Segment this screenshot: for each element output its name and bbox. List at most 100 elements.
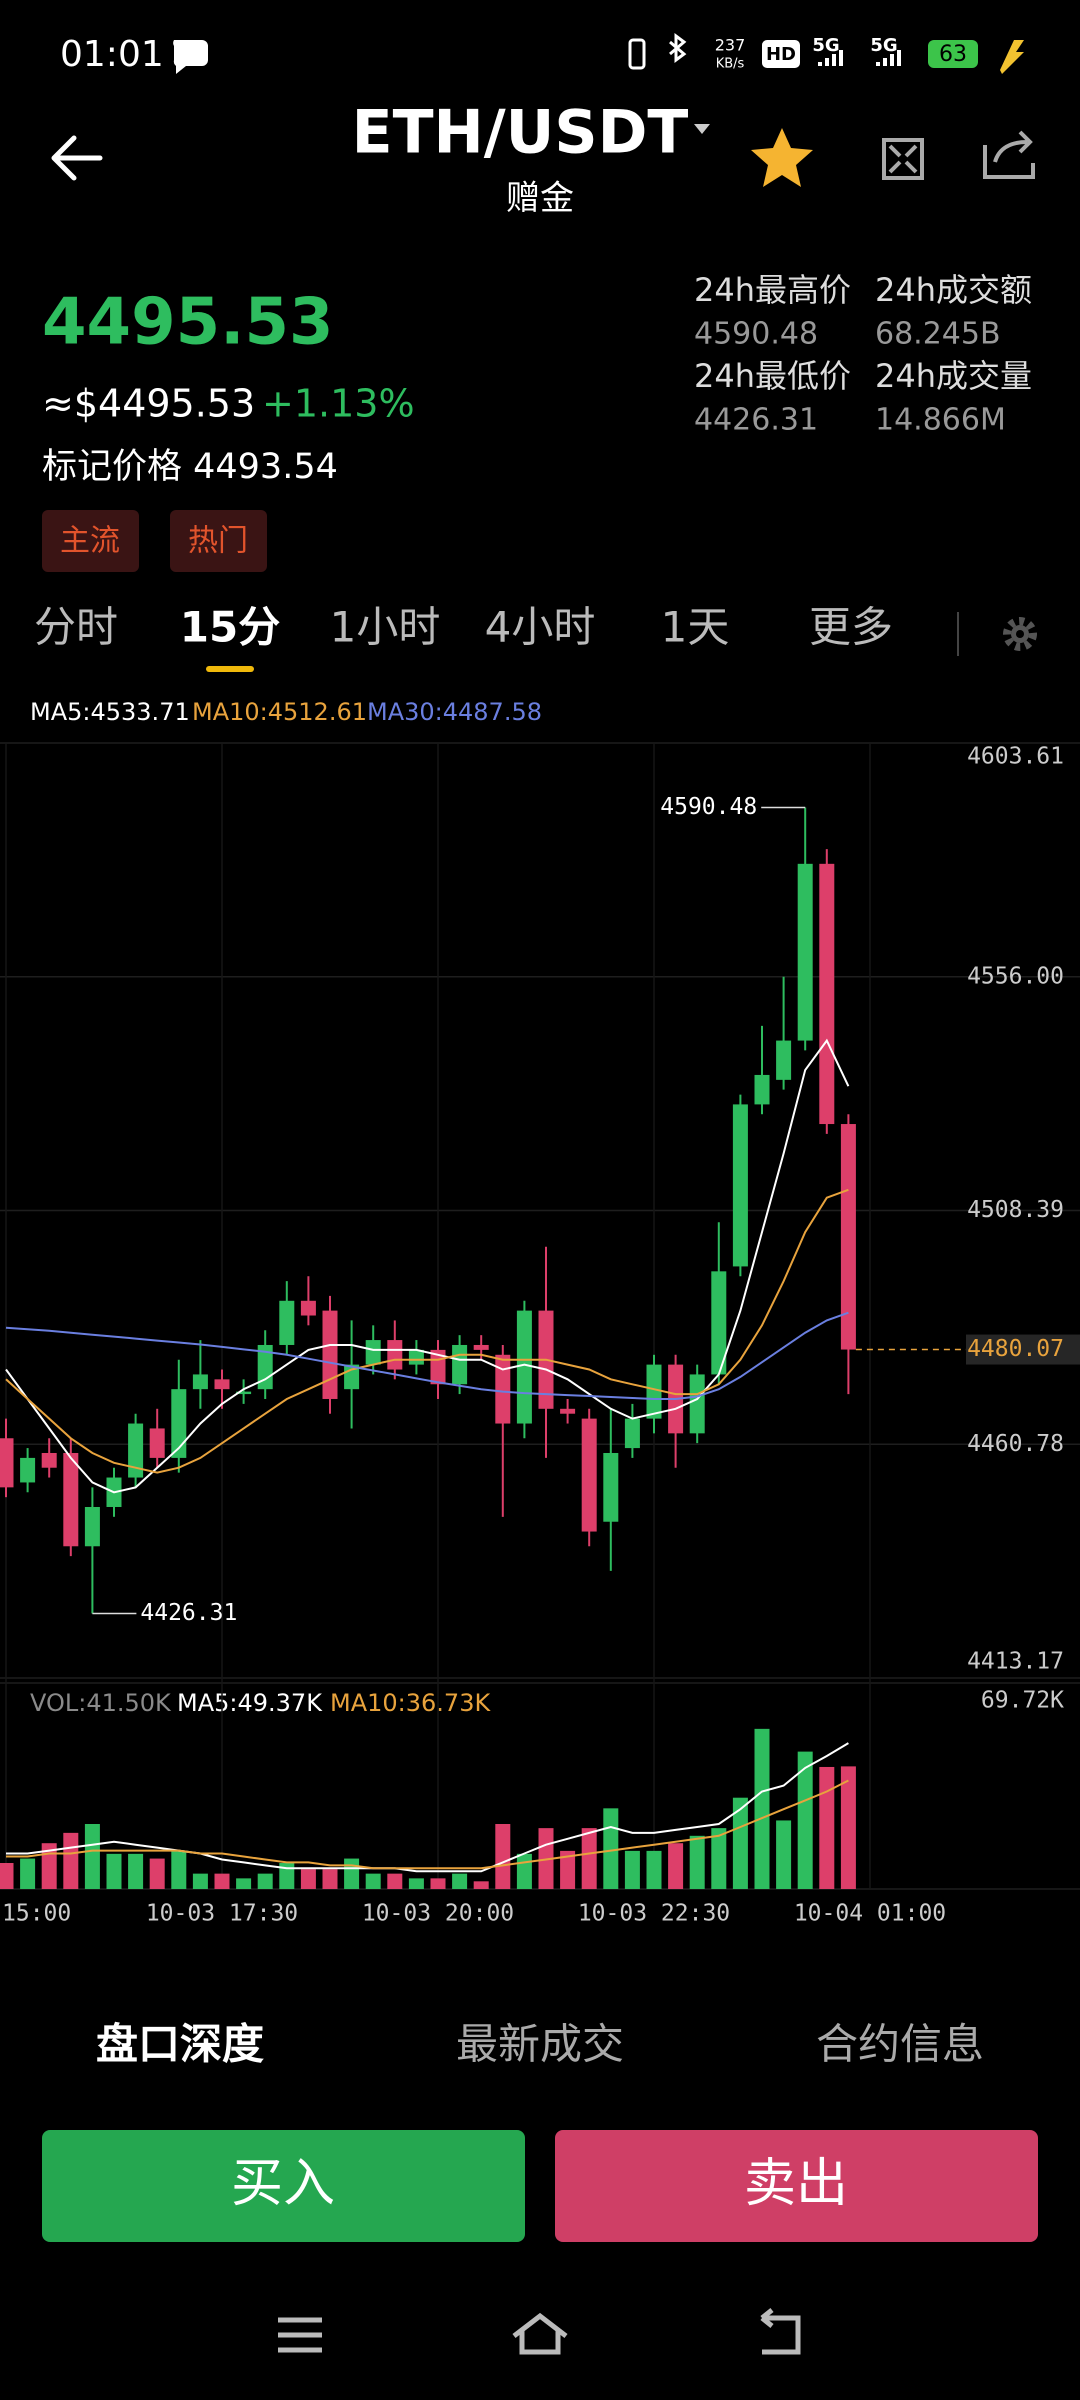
tag	[42, 510, 139, 572]
share-button[interactable]	[983, 130, 1035, 179]
back-button[interactable]	[51, 135, 103, 181]
volume-bar	[732, 1797, 748, 1889]
volume-bar	[776, 1820, 792, 1889]
candle-body	[300, 1300, 316, 1316]
candle-body	[41, 1452, 57, 1468]
pair-dropdown[interactable]	[694, 124, 710, 134]
y-tick-label: 4460.78	[967, 1431, 1064, 1457]
last-price: 4495.53	[42, 286, 334, 360]
volume-bar	[560, 1850, 576, 1889]
info-tab[interactable]: 合约信息	[816, 2020, 984, 2069]
candle-body	[63, 1452, 79, 1547]
volume-bar	[128, 1853, 144, 1889]
volume-bar	[624, 1850, 640, 1889]
interval-tab[interactable]: 4小时	[485, 603, 596, 652]
volume-bar	[452, 1873, 468, 1889]
y-tick-label: 4556.00	[967, 963, 1064, 989]
y-tick-label: 4413.17	[967, 1649, 1064, 1675]
candle-body	[732, 1104, 748, 1267]
low-label: 4426.31	[140, 1600, 237, 1626]
status-time: 01:01	[60, 34, 164, 75]
tag-text: 主流	[60, 524, 120, 559]
volume-bar	[495, 1823, 511, 1889]
y-tick-label: 4508.39	[967, 1197, 1064, 1223]
volume-bar	[84, 1823, 100, 1889]
volume-bar	[754, 1728, 770, 1889]
info-tab[interactable]: 最新成交	[456, 2020, 624, 2069]
battery-level: 63	[939, 42, 967, 67]
candle-body	[689, 1374, 705, 1434]
interval-tab[interactable]: 更多	[809, 603, 893, 652]
interval-tab[interactable]: 15分	[180, 603, 280, 652]
volume-bar	[20, 1858, 36, 1889]
signal-icon	[876, 50, 901, 66]
hd-badge	[762, 40, 800, 68]
candle-body	[257, 1344, 273, 1390]
mark-price: 标记价格 4493.54	[42, 447, 338, 487]
volume-bar	[646, 1850, 662, 1889]
ma-legend: MA10:4512.61	[192, 698, 367, 726]
buy-label[interactable]: 买入	[231, 2154, 335, 2214]
candle-body	[819, 863, 835, 1125]
volume-legend: MA5:49.37K	[177, 1689, 323, 1717]
stat-value: 4590.48	[694, 317, 818, 352]
stat-label: 24h成交额	[875, 271, 1032, 309]
candle-body	[20, 1457, 36, 1483]
interval-tab[interactable]: 1小时	[330, 603, 441, 652]
candle-body	[408, 1349, 424, 1365]
sell-label[interactable]: 卖出	[744, 2154, 848, 2214]
volume-bar	[473, 1881, 489, 1889]
candle-body	[711, 1271, 727, 1375]
buy-button[interactable]	[42, 2130, 525, 2242]
volume-bar	[840, 1766, 856, 1889]
volume-bar	[0, 1862, 14, 1889]
high-label: 4590.48	[660, 794, 757, 820]
ma-legend: MA5:4533.71	[30, 698, 190, 726]
volume-ma-line	[6, 1742, 849, 1873]
candle-body	[214, 1379, 230, 1390]
volume-bar	[603, 1808, 619, 1889]
interval-tab[interactable]: 1天	[661, 603, 730, 652]
ma-line	[5, 1038, 850, 1494]
hd-text: HD	[766, 44, 796, 65]
candle-body	[797, 863, 813, 1041]
interval-tab[interactable]: 分时	[34, 603, 118, 652]
candle-body	[0, 1438, 14, 1488]
candle-body	[754, 1074, 770, 1105]
settings-button[interactable]	[1003, 617, 1037, 651]
price-change: +1.13%	[262, 382, 415, 426]
stat-label: 24h成交量	[875, 357, 1032, 395]
volume-bar	[581, 1828, 597, 1889]
candle-body	[495, 1354, 511, 1424]
signal-icon	[818, 50, 843, 66]
candle-body	[365, 1340, 381, 1365]
volume-bar	[516, 1853, 532, 1889]
volume-bar	[149, 1858, 165, 1889]
x-tick-label: 15:00	[2, 1901, 71, 1927]
nav-menu[interactable]	[278, 2317, 322, 2353]
volume-tick-label: 69.72K	[981, 1688, 1064, 1714]
x-tick-label: 10-04 01:00	[794, 1901, 946, 1927]
volume-bar	[344, 1858, 360, 1889]
fullscreen-button[interactable]	[882, 138, 924, 180]
favorite-star[interactable]	[751, 128, 813, 187]
info-tab[interactable]: 盘口深度	[96, 2020, 264, 2069]
sell-button[interactable]	[555, 2130, 1038, 2242]
message-icon	[173, 40, 208, 74]
nav-back[interactable]	[760, 2308, 801, 2355]
nav-home[interactable]	[512, 2312, 568, 2355]
volume-bar	[430, 1878, 446, 1889]
bluetooth-icon	[669, 33, 687, 63]
stat-value: 4426.31	[694, 403, 818, 438]
volume-bar	[106, 1853, 122, 1889]
x-tick-label: 10-03 17:30	[146, 1901, 298, 1927]
usd-price: ≈$4495.53	[42, 382, 255, 426]
volume-ma-line	[6, 1779, 849, 1870]
candle-body	[581, 1418, 597, 1532]
volume-bar	[668, 1843, 684, 1889]
candle-body	[516, 1310, 532, 1424]
pair-title[interactable]: ETH/USDT	[352, 98, 689, 168]
net-speed: 237	[715, 36, 746, 55]
